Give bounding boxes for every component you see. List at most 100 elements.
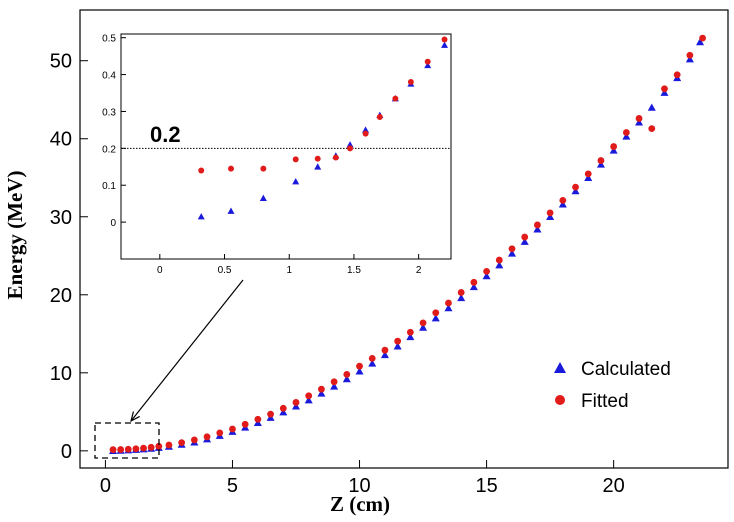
fitted-point [376, 114, 383, 120]
fitted-point [190, 436, 198, 444]
y-tick-label: 0.1 [102, 181, 116, 192]
calculated-point [469, 282, 478, 291]
fitted-point [343, 370, 351, 378]
x-tick-label: 0 [157, 265, 163, 276]
calculated-point [685, 55, 694, 63]
fitted-point [483, 267, 490, 275]
y-axis-title: Energy (MeV) [3, 171, 27, 300]
x-axis-title: Z (cm) [330, 492, 390, 516]
x-tick-label: 2 [416, 265, 422, 276]
x-tick-label: 1.5 [347, 265, 361, 276]
fitted-point [597, 157, 605, 164]
calculated-point [457, 293, 466, 302]
calculated-point [571, 187, 580, 195]
fitted-point [132, 445, 140, 453]
y-tick-label: 40 [50, 129, 72, 151]
fitted-point [648, 125, 656, 132]
fitted-point [508, 245, 516, 253]
fitted-point [635, 115, 643, 122]
fitted-point [254, 415, 262, 423]
x-tick-label: 20 [603, 475, 625, 497]
fitted-point [699, 34, 706, 42]
inset-reference-label: 0.2 [150, 122, 181, 147]
fitted-point [314, 155, 321, 162]
fitted-point [686, 51, 694, 59]
fitted-point [495, 256, 503, 264]
calculated-point [660, 88, 669, 96]
fitted-point [470, 278, 478, 286]
calculated-point [342, 375, 351, 383]
x-tick-label: 0.5 [218, 265, 232, 276]
calculated-point [609, 146, 618, 154]
calculated-point [304, 396, 313, 404]
legend-label-calculated: Calculated [581, 359, 671, 380]
calculated-point [279, 408, 288, 416]
y-tick-label: 0.2 [102, 144, 116, 155]
legend-marker-fitted [555, 395, 565, 405]
calculated-point [393, 342, 402, 350]
y-tick-label: 0 [110, 218, 116, 229]
fitted-point [356, 362, 363, 370]
fitted-point [292, 156, 299, 163]
x-tick-label: 1 [286, 265, 292, 276]
calculated-point [317, 389, 326, 397]
calculated-point [635, 118, 644, 126]
fitted-point [229, 425, 236, 433]
fitted-point [610, 143, 618, 150]
y-tick-label: 0.3 [102, 107, 116, 118]
calculated-point [508, 249, 516, 257]
calculated-point [259, 194, 267, 201]
calculated-point [431, 314, 440, 322]
x-tick-label: 0 [100, 475, 111, 497]
fitted-point [368, 354, 376, 362]
zoom-arrow [131, 279, 244, 421]
calculated-point [368, 359, 377, 367]
calculated-point [444, 304, 453, 312]
calculated-point [380, 350, 389, 359]
fitted-point [419, 319, 427, 327]
y-tick-label: 0 [61, 441, 72, 463]
fitted-point [584, 170, 592, 178]
calculated-point [292, 402, 300, 410]
calculated-point [647, 103, 656, 111]
calculated-point [558, 200, 567, 208]
calculated-point [696, 37, 705, 46]
fitted-point [216, 429, 224, 437]
fitted-point [546, 209, 554, 217]
fitted-point [381, 346, 389, 354]
calculated-point [596, 160, 605, 168]
legend: Calculated Fitted [554, 359, 671, 412]
fitted-point [147, 443, 155, 451]
fitted-point [124, 445, 132, 453]
fitted-point [432, 309, 440, 317]
fitted-point [347, 145, 354, 152]
fitted-point [661, 85, 668, 93]
fitted-point [572, 183, 579, 191]
calculated-point [355, 367, 364, 375]
calculated-point [584, 173, 593, 181]
fitted-point [178, 439, 186, 447]
calculated-point [520, 237, 529, 245]
fitted-point [318, 385, 325, 393]
calculated-point [197, 213, 205, 220]
fitted-point [203, 433, 211, 441]
calculated-point [362, 126, 370, 133]
inset-frame [120, 33, 452, 260]
fitted-point [445, 299, 452, 307]
fitted-point [241, 420, 249, 428]
calculated-point [441, 41, 449, 48]
y-tick-label: 30 [50, 207, 72, 229]
fitted-point [534, 221, 541, 229]
fitted-point [117, 446, 125, 453]
y-tick-label: 20 [50, 285, 72, 307]
fitted-point [406, 328, 414, 336]
fitted-point [424, 58, 431, 65]
calculated-point [533, 225, 542, 233]
fitted-point [332, 154, 339, 161]
fitted-point [155, 442, 163, 450]
fitted-point [521, 233, 529, 241]
calculated-point [406, 332, 415, 341]
x-tick-label: 10 [348, 475, 370, 497]
fitted-point [441, 36, 448, 43]
